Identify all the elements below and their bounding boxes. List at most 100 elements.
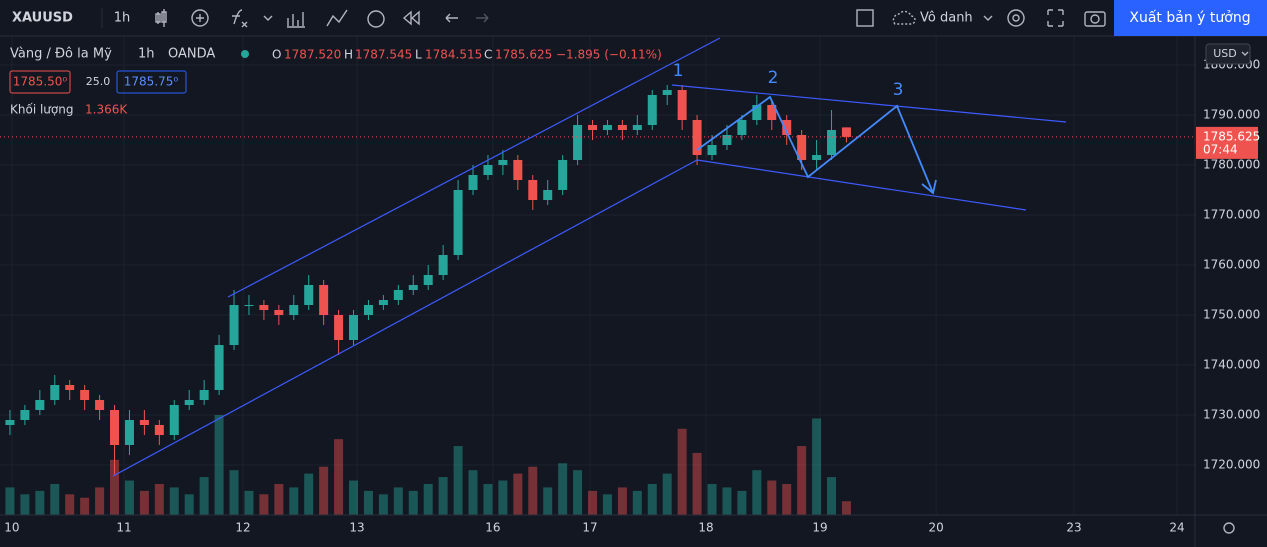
compare-icon[interactable] [326,9,348,27]
channel-lower [112,159,698,477]
candle-body [80,390,90,400]
ohlc-value: 1784.515 [425,48,482,62]
ask-box[interactable] [116,70,187,94]
y-tick-label: 1730.000 [1203,408,1260,422]
y-tick-label: 1720.000 [1203,458,1260,472]
y-tick-label: 1780.000 [1203,158,1260,172]
layout-name[interactable]: Vô danh [920,11,973,26]
x-tick-label: 23 [1066,521,1081,535]
x-tick-label: 12 [235,521,250,535]
volume-bar [513,473,523,515]
candle-body [35,400,45,410]
candle-body [349,315,359,340]
candle-body [707,145,717,155]
ohlc-label: H [344,48,353,62]
volume-bar [169,487,179,515]
last-price-box [1196,126,1258,159]
currency-button[interactable] [1205,43,1251,65]
volume-bar [438,477,448,515]
volume-bar [632,490,642,515]
settings-icon[interactable] [1223,522,1235,534]
volume-bar [707,483,717,515]
layout-icon[interactable] [856,9,874,27]
candle-body [543,190,553,200]
y-tick-label: 1770.000 [1203,208,1260,222]
candle-body [154,425,164,435]
candle-body [677,90,687,120]
x-tick-label: 16 [485,521,500,535]
publish-button[interactable] [1114,0,1267,36]
candle-body [378,300,388,305]
bid-box[interactable] [9,70,71,94]
bid-price[interactable]: 1785.50⁰ [13,75,68,89]
countdown: 07:44 [1203,142,1238,156]
volume-bar [304,473,314,515]
x-tick-label: 13 [349,521,364,535]
volume-bar [110,459,120,515]
plot-area [0,36,1195,515]
financials-icon[interactable] [287,12,305,28]
volume-bar [558,463,568,515]
indicator-icon[interactable] [191,9,209,27]
y-tick-label: 1760.000 [1203,258,1260,272]
candle-body [319,285,329,315]
descending-upper [671,84,1067,123]
currency-label[interactable]: USD [1213,47,1237,60]
ohlc-value: 1787.520 [284,48,341,62]
candle-body [184,400,194,405]
redo-icon[interactable] [476,13,489,23]
volume-bar [767,480,777,515]
arrow-head [921,179,937,195]
volume-bar [378,494,388,515]
currency-caret [1241,51,1249,56]
candle-body [259,305,269,310]
candle-body [139,420,149,425]
change: −1.895 (−0.11%) [556,48,662,62]
dropdown-icon[interactable] [263,15,273,21]
candle-body [812,155,822,160]
volume-bar [65,494,75,515]
candle-body [767,105,777,120]
x-tick-label: 17 [582,521,597,535]
volume-bar [602,494,612,515]
x-tick-label: 10 [4,521,19,535]
candle-body [602,125,612,130]
y-tick-label: 1740.000 [1203,358,1260,372]
fullscreen-icon[interactable] [1047,9,1064,27]
wave-label: 2 [768,68,779,88]
candle-body [737,120,747,135]
wave-label: 1 [673,61,684,81]
candle-body [722,135,732,145]
candle-body [5,420,15,425]
alert-icon[interactable] [367,10,385,28]
x-tick-label: 18 [698,521,713,535]
symbol-search[interactable]: XAUUSD [12,11,73,26]
candle-body [647,95,657,125]
settings-icon-center [1012,14,1020,22]
ask-price[interactable]: 1785.75⁰ [124,75,179,89]
candle-body [229,305,239,345]
descending-lower [696,159,1027,211]
candle-body [438,255,448,275]
candle-body [393,290,403,300]
replay-icon[interactable] [402,10,420,26]
fx-icon[interactable] [232,9,248,28]
settings-icon[interactable] [1007,9,1025,27]
candle-body [244,305,254,306]
volume-bar [289,487,299,515]
publish-label[interactable]: Xuất bản ý tưởng [1129,10,1250,26]
volume-bar [617,487,627,515]
volume-bar [827,477,837,515]
channel-upper [227,37,721,298]
interval-button[interactable]: 1h [114,11,131,26]
volume-bar [154,483,164,515]
y-tick-label: 1750.000 [1203,308,1260,322]
undo-icon[interactable] [445,13,458,23]
wave-label: 3 [893,80,904,100]
candle-body [692,120,702,155]
candle-body [214,345,224,390]
snapshot-icon[interactable] [1084,11,1106,27]
chart-type-icon[interactable] [155,9,167,27]
candle-body [573,125,583,160]
layout-dropdown[interactable] [983,15,993,21]
